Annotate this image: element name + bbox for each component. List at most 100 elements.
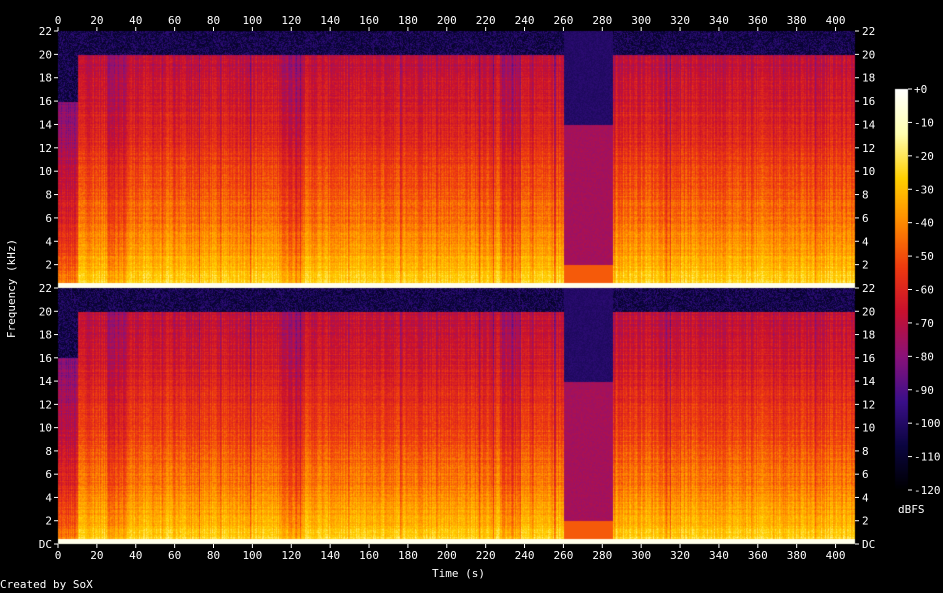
x-tick-label-bottom: 260 bbox=[553, 549, 573, 562]
colorbar-tick-label: -40 bbox=[914, 217, 934, 230]
y-tick-label-left: 8 bbox=[45, 189, 52, 202]
y-tick-label-right: 8 bbox=[862, 189, 869, 202]
y-tick-label-right: 12 bbox=[862, 398, 875, 411]
colorbar-tick-label: -50 bbox=[914, 250, 934, 263]
x-tick-label-bottom: 340 bbox=[709, 549, 729, 562]
y-tick-label-right: 2 bbox=[862, 259, 869, 272]
y-tick-label-left: 22 bbox=[39, 282, 52, 295]
y-tick-label-right: 22 bbox=[862, 282, 875, 295]
x-tick-label-top: 180 bbox=[398, 14, 418, 27]
colorbar-tick-label: -70 bbox=[914, 317, 934, 330]
footer-credit: Created by SoX bbox=[0, 578, 93, 591]
y-tick-label-right: 2 bbox=[862, 515, 869, 528]
colorbar-tick-label: -80 bbox=[914, 350, 934, 363]
y-tick-label-right: 8 bbox=[862, 445, 869, 458]
x-tick-label-bottom: 80 bbox=[207, 549, 220, 562]
y-tick-label-left: DC bbox=[39, 538, 52, 551]
x-tick-label-bottom: 120 bbox=[281, 549, 301, 562]
y-tick-label-left: 16 bbox=[39, 95, 52, 108]
y-tick-label-left: 16 bbox=[39, 352, 52, 365]
x-tick-label-top: 340 bbox=[709, 14, 729, 27]
colorbar-tick-label: -120 bbox=[914, 484, 941, 497]
y-tick-label-right: 18 bbox=[862, 329, 875, 342]
x-tick-label-bottom: 100 bbox=[242, 549, 262, 562]
x-tick-label-top: 380 bbox=[787, 14, 807, 27]
x-tick-label-top: 100 bbox=[242, 14, 262, 27]
x-tick-label-bottom: 320 bbox=[670, 549, 690, 562]
y-tick-label-left: 18 bbox=[39, 72, 52, 85]
y-tick-label-left: 20 bbox=[39, 48, 52, 61]
y-tick-label-right: DC bbox=[862, 538, 875, 551]
y-tick-label-left: 14 bbox=[39, 375, 53, 388]
x-tick-label-top: 300 bbox=[631, 14, 651, 27]
y-tick-label-right: 4 bbox=[862, 235, 869, 248]
x-tick-label-top: 80 bbox=[207, 14, 220, 27]
x-tick-label-top: 40 bbox=[129, 14, 142, 27]
x-tick-label-top: 320 bbox=[670, 14, 690, 27]
x-tick-label-bottom: 0 bbox=[55, 549, 62, 562]
y-tick-label-right: 20 bbox=[862, 305, 875, 318]
x-tick-label-top: 160 bbox=[359, 14, 379, 27]
y-axis-label: Frequency (kHz) bbox=[5, 238, 19, 339]
y-tick-label-left: 10 bbox=[39, 165, 52, 178]
x-tick-label-bottom: 300 bbox=[631, 549, 651, 562]
x-tick-label-top: 60 bbox=[168, 14, 181, 27]
y-tick-label-right: 20 bbox=[862, 48, 875, 61]
y-tick-label-left: 22 bbox=[39, 25, 52, 38]
x-tick-label-bottom: 180 bbox=[398, 549, 418, 562]
colorbar-tick-label: -20 bbox=[914, 150, 934, 163]
y-tick-label-right: 18 bbox=[862, 72, 875, 85]
x-tick-label-top: 200 bbox=[437, 14, 457, 27]
colorbar-tick-label: -100 bbox=[914, 417, 941, 430]
x-tick-label-bottom: 240 bbox=[515, 549, 535, 562]
y-tick-label-left: 8 bbox=[45, 445, 52, 458]
y-tick-label-right: 10 bbox=[862, 165, 875, 178]
y-tick-label-left: 10 bbox=[39, 422, 52, 435]
y-tick-label-right: 14 bbox=[862, 118, 876, 131]
y-tick-label-left: 4 bbox=[45, 491, 52, 504]
x-tick-label-bottom: 40 bbox=[129, 549, 142, 562]
y-tick-label-left: 18 bbox=[39, 329, 52, 342]
y-tick-label-right: 10 bbox=[862, 422, 875, 435]
y-tick-label-right: 12 bbox=[862, 142, 875, 155]
x-tick-label-top: 260 bbox=[553, 14, 573, 27]
colorbar-tick-label: -30 bbox=[914, 183, 934, 196]
x-tick-label-bottom: 60 bbox=[168, 549, 181, 562]
colorbar-unit-label: dBFS bbox=[898, 503, 925, 516]
y-tick-label-right: 14 bbox=[862, 375, 876, 388]
x-tick-label-top: 220 bbox=[476, 14, 496, 27]
x-axis-label: Time (s) bbox=[432, 567, 485, 580]
x-tick-label-bottom: 140 bbox=[320, 549, 340, 562]
colorbar-tick-label: -90 bbox=[914, 384, 934, 397]
y-tick-label-right: 6 bbox=[862, 212, 869, 225]
y-tick-label-left: 6 bbox=[45, 468, 52, 481]
x-tick-label-top: 20 bbox=[90, 14, 103, 27]
x-tick-label-bottom: 220 bbox=[476, 549, 496, 562]
y-tick-label-left: 2 bbox=[45, 515, 52, 528]
x-tick-label-top: 400 bbox=[826, 14, 846, 27]
colorbar-tick-label: -110 bbox=[914, 451, 941, 464]
colorbar-tick-label: -60 bbox=[914, 284, 934, 297]
colorbar-tick-label: -10 bbox=[914, 116, 934, 129]
x-tick-label-bottom: 400 bbox=[826, 549, 846, 562]
x-tick-label-bottom: 160 bbox=[359, 549, 379, 562]
y-tick-label-right: 16 bbox=[862, 352, 875, 365]
x-tick-label-top: 120 bbox=[281, 14, 301, 27]
y-tick-label-left: 4 bbox=[45, 235, 52, 248]
y-tick-label-right: 4 bbox=[862, 491, 869, 504]
y-tick-label-left: 12 bbox=[39, 398, 52, 411]
x-tick-label-top: 240 bbox=[515, 14, 535, 27]
x-tick-label-top: 360 bbox=[748, 14, 768, 27]
y-tick-label-left: 14 bbox=[39, 118, 53, 131]
x-tick-label-bottom: 20 bbox=[90, 549, 103, 562]
x-tick-label-bottom: 280 bbox=[592, 549, 612, 562]
colorbar-tick-label: +0 bbox=[914, 83, 927, 96]
y-tick-label-left: 12 bbox=[39, 142, 52, 155]
y-tick-label-right: 22 bbox=[862, 25, 875, 38]
x-tick-label-bottom: 380 bbox=[787, 549, 807, 562]
x-tick-label-bottom: 360 bbox=[748, 549, 768, 562]
y-tick-label-left: 20 bbox=[39, 305, 52, 318]
x-tick-label-top: 140 bbox=[320, 14, 340, 27]
